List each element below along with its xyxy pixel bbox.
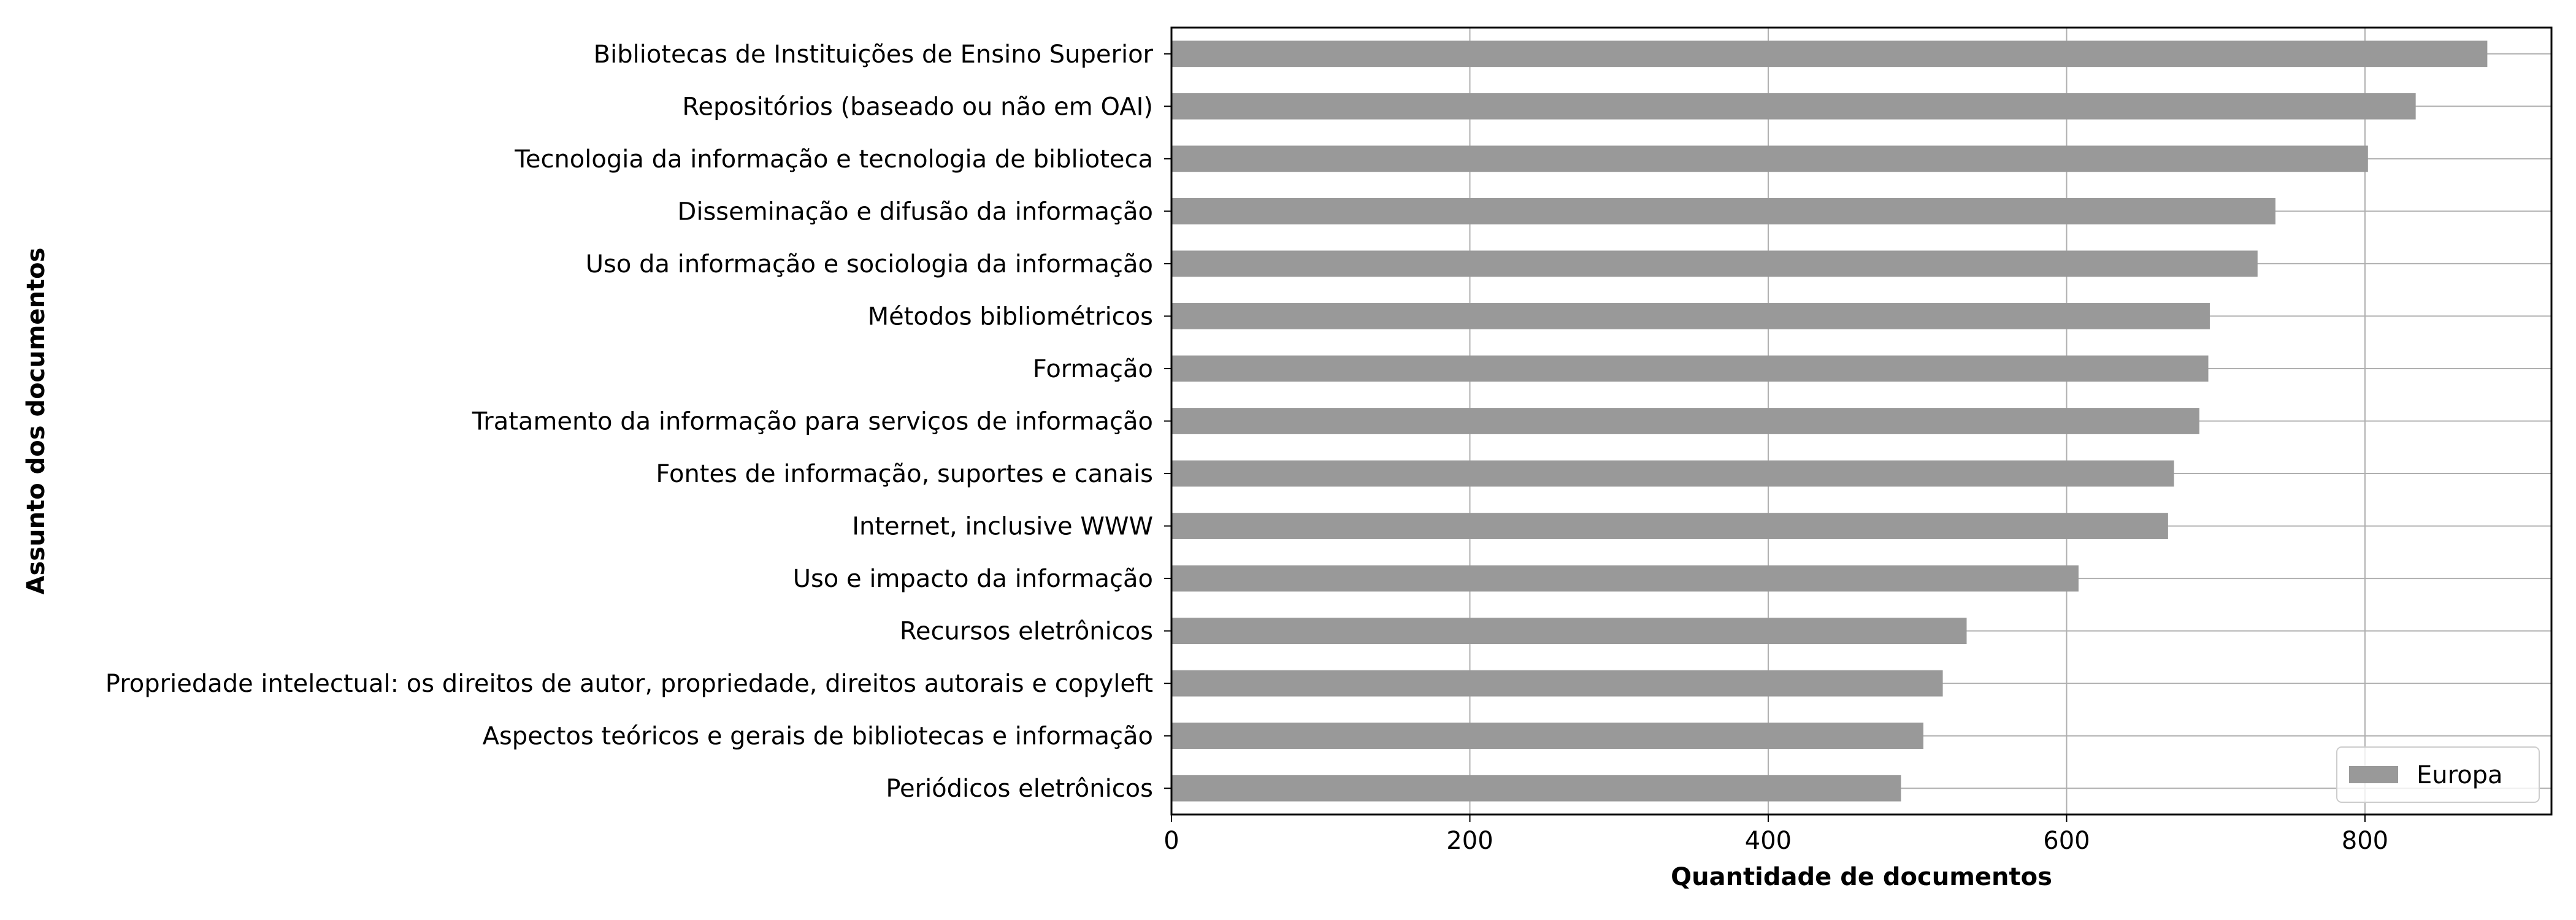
y-tick-label: Tratamento da informação para serviços d…	[472, 408, 1153, 436]
y-tick-label: Uso e impacto da informação	[793, 565, 1153, 593]
bar	[1171, 197, 2275, 224]
bar	[1171, 670, 1943, 697]
y-tick-label: Fontes de informação, suportes e canais	[656, 460, 1153, 488]
x-axis-title: Quantidade de documentos	[1671, 863, 2052, 891]
bar	[1171, 40, 2488, 67]
bar	[1171, 145, 2368, 172]
bar	[1171, 565, 2079, 592]
bar	[1171, 775, 1901, 802]
y-tick-label: Métodos bibliométricos	[868, 302, 1153, 331]
legend-box	[2336, 746, 2540, 803]
x-tick-label: 400	[1745, 827, 1792, 855]
bar	[1171, 618, 1967, 645]
y-tick-label: Aspectos teóricos e gerais de biblioteca…	[483, 723, 1153, 751]
x-tick-label: 0	[1163, 827, 1179, 855]
y-tick-label: Periódicos eletrônicos	[886, 775, 1153, 803]
x-tick-label: 800	[2342, 827, 2388, 855]
y-tick-label: Uso da informação e sociologia da inform…	[586, 250, 1153, 278]
x-axis-ticks: 0 200 400 600 800	[1163, 815, 2388, 855]
bar	[1171, 250, 2258, 277]
bar	[1171, 303, 2210, 329]
bar	[1171, 460, 2174, 487]
y-axis-title: Assunto dos documentos	[22, 248, 50, 595]
y-tick-label: Formação	[1033, 355, 1153, 383]
y-axis-ticks: Bibliotecas de Instituições de Ensino Su…	[105, 40, 1171, 803]
legend: Europa	[2336, 746, 2540, 803]
legend-swatch	[2349, 766, 2398, 783]
bar	[1171, 93, 2416, 120]
y-tick-label: Disseminação e difusão da informação	[678, 197, 1153, 226]
y-tick-label: Internet, inclusive WWW	[852, 513, 1153, 541]
y-tick-label: Tecnologia da informação e tecnologia de…	[514, 145, 1153, 174]
y-tick-label: Propriedade intelectual: os direitos de …	[105, 670, 1153, 698]
y-tick-label: Bibliotecas de Instituições de Ensino Su…	[594, 40, 1154, 69]
legend-label: Europa	[2417, 761, 2503, 789]
y-tick-label: Recursos eletrônicos	[900, 618, 1153, 646]
bars	[1171, 40, 2488, 802]
y-tick-label: Repositórios (baseado ou não em OAI)	[682, 93, 1153, 121]
bar	[1171, 355, 2209, 382]
bar	[1171, 723, 1923, 749]
bar	[1171, 513, 2168, 539]
bar	[1171, 408, 2199, 434]
x-tick-label: 200	[1446, 827, 1493, 855]
x-tick-label: 600	[2043, 827, 2090, 855]
